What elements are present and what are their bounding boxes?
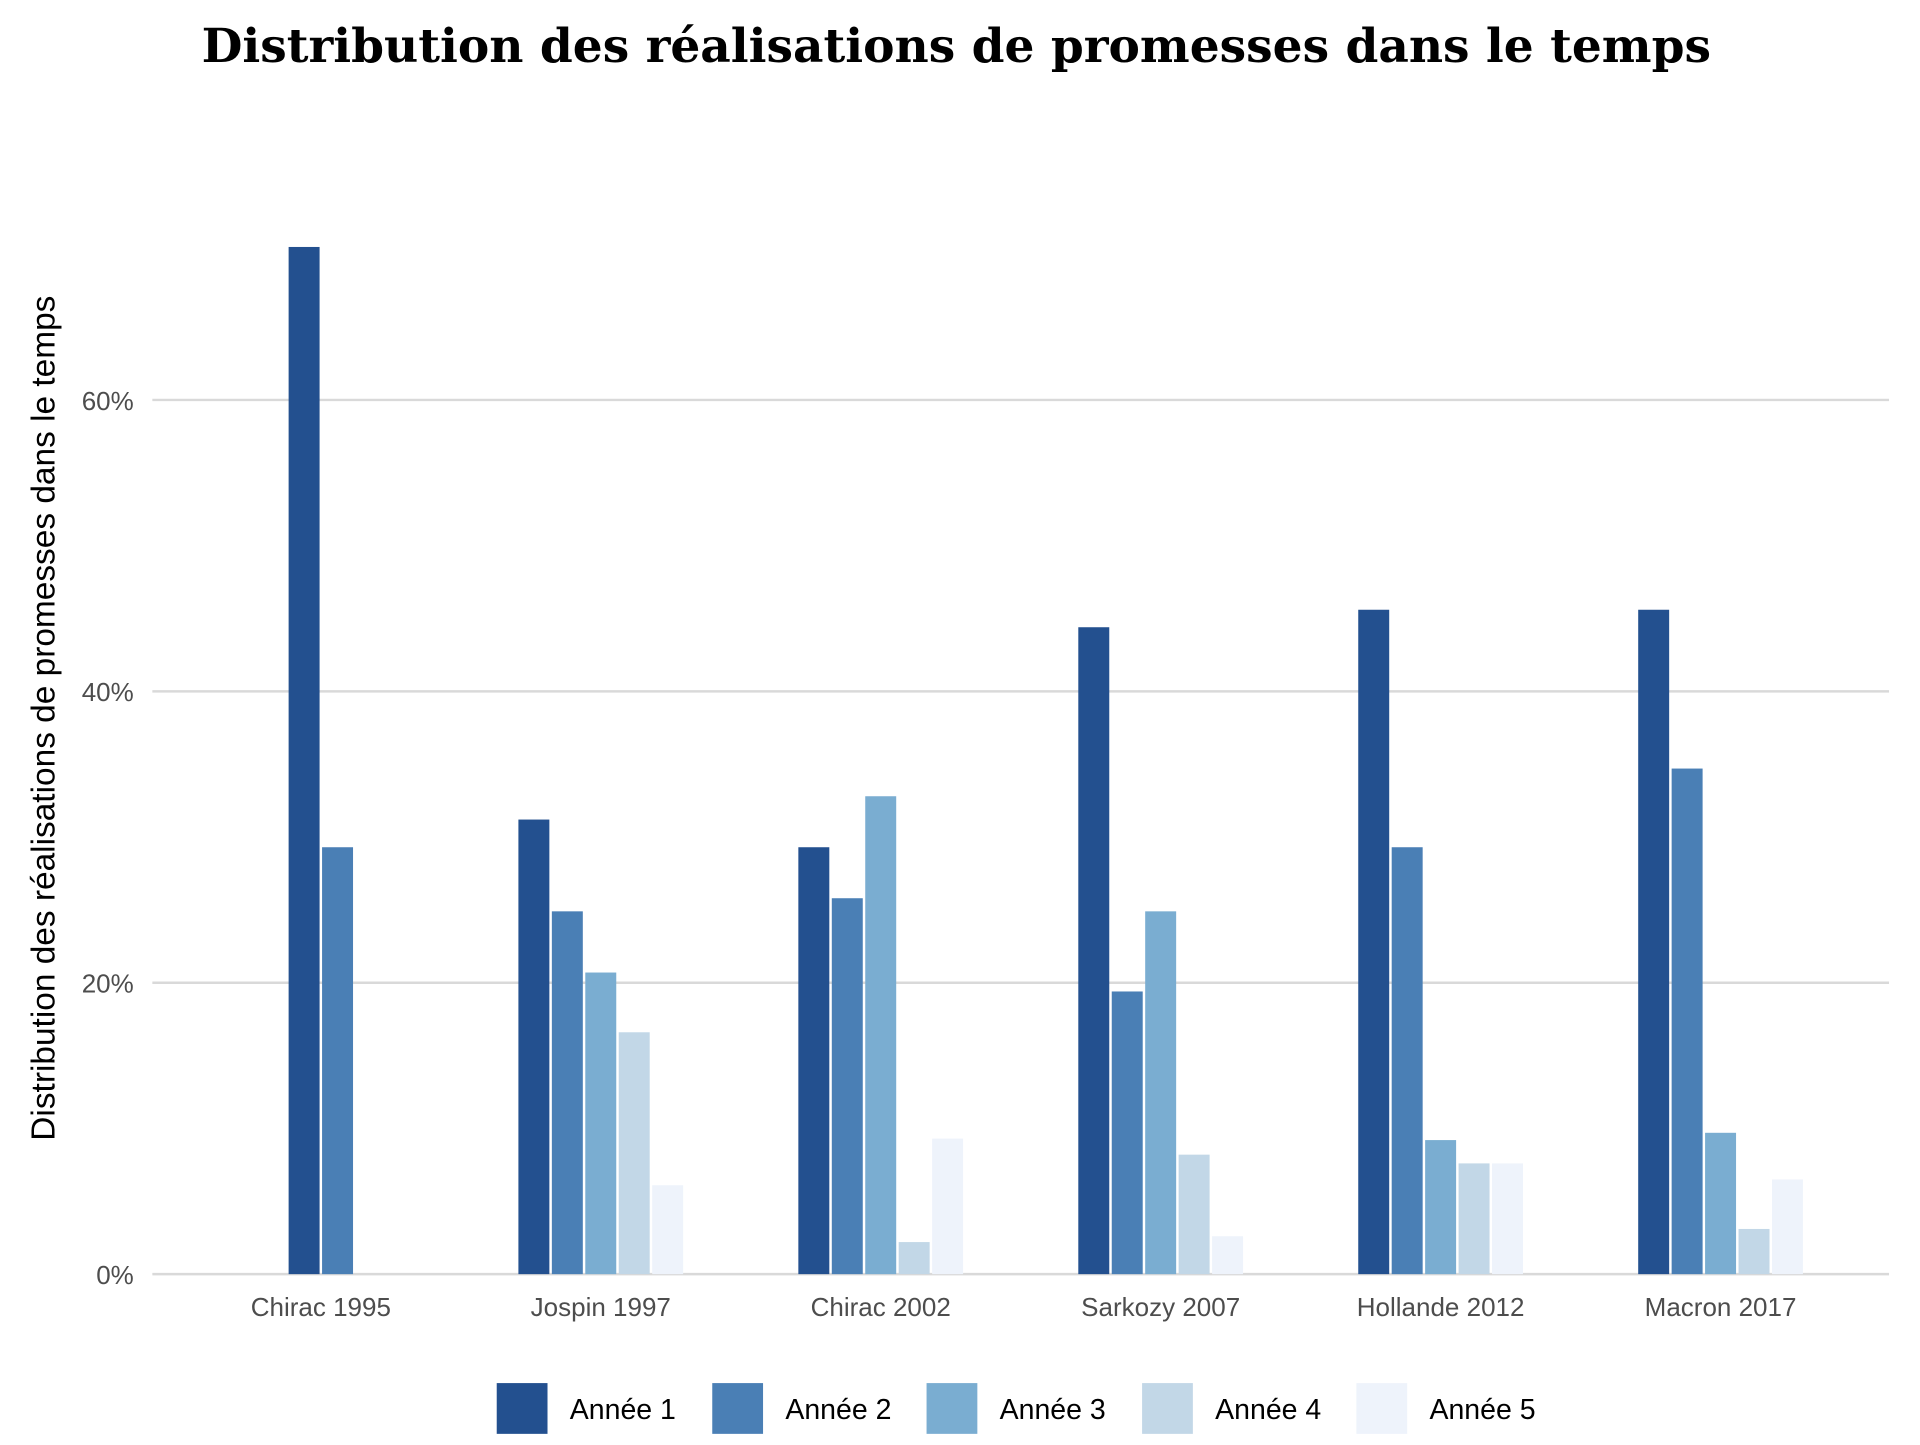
bar-3 [1425, 1140, 1457, 1275]
bar-1 [1638, 609, 1670, 1275]
legend-label: Année 1 [570, 1394, 676, 1426]
x-tick-label: Jospin 1997 [531, 1292, 671, 1322]
legend-swatch-1 [496, 1383, 548, 1434]
bar-2 [551, 911, 583, 1275]
chart-title: Distribution des réalisations de promess… [202, 19, 1711, 74]
bar-3 [865, 796, 897, 1275]
x-tick-label: Sarkozy 2007 [1081, 1292, 1240, 1322]
bar-4 [898, 1242, 930, 1275]
y-tick-label: 60% [82, 386, 134, 416]
bar-5 [932, 1138, 964, 1275]
bar-4 [618, 1032, 650, 1275]
y-tick-label: 0% [96, 1260, 134, 1290]
bars [288, 246, 1803, 1275]
legend-swatch-4 [1142, 1383, 1193, 1434]
x-axis-ticks: Chirac 1995 Jospin 1997 Chirac 2002 Sarkozy… [251, 1292, 1797, 1322]
bar-2 [1111, 991, 1143, 1275]
x-tick-label: Macron 2017 [1645, 1292, 1797, 1322]
bar-3 [1705, 1132, 1737, 1275]
bar-1 [288, 246, 320, 1275]
legend-swatch-5 [1356, 1383, 1408, 1434]
x-tick-label: Hollande 2012 [1357, 1292, 1525, 1322]
bar-1 [518, 819, 550, 1275]
bar-4 [1738, 1228, 1770, 1275]
legend-label: Année 5 [1429, 1394, 1535, 1426]
bar-2 [322, 847, 354, 1275]
bar-5 [1212, 1236, 1244, 1275]
bar-2 [1391, 847, 1423, 1275]
legend-swatch-3 [926, 1383, 978, 1434]
bar-2 [831, 898, 863, 1275]
y-tick-label: 40% [82, 677, 134, 707]
y-tick-label: 20% [82, 969, 134, 999]
x-tick-label: Chirac 1995 [251, 1292, 391, 1322]
bar-1 [1358, 609, 1390, 1275]
bar-3 [1145, 911, 1177, 1275]
bar-5 [652, 1185, 684, 1275]
y-axis-label: Distribution des réalisations de promess… [25, 296, 62, 1141]
gridlines [152, 398, 1890, 1276]
legend-label: Année 2 [785, 1394, 891, 1426]
legend: Année 1 Année 2 Année 3 Année 4 Année 5 [496, 1383, 1536, 1434]
bar-5 [1771, 1179, 1803, 1275]
legend-label: Année 3 [1000, 1394, 1106, 1426]
bar-1 [1078, 627, 1110, 1275]
bar-5 [1492, 1163, 1523, 1275]
legend-label: Année 4 [1215, 1394, 1321, 1426]
x-tick-label: Chirac 2002 [811, 1292, 951, 1322]
bar-4 [1178, 1154, 1210, 1275]
legend-swatch-2 [712, 1383, 764, 1434]
bar-1 [798, 847, 830, 1275]
y-axis-ticks: 0% 20% 40% 60% [82, 386, 134, 1290]
bar-2 [1671, 768, 1703, 1275]
bar-4 [1458, 1163, 1490, 1275]
bar-3 [585, 972, 617, 1275]
